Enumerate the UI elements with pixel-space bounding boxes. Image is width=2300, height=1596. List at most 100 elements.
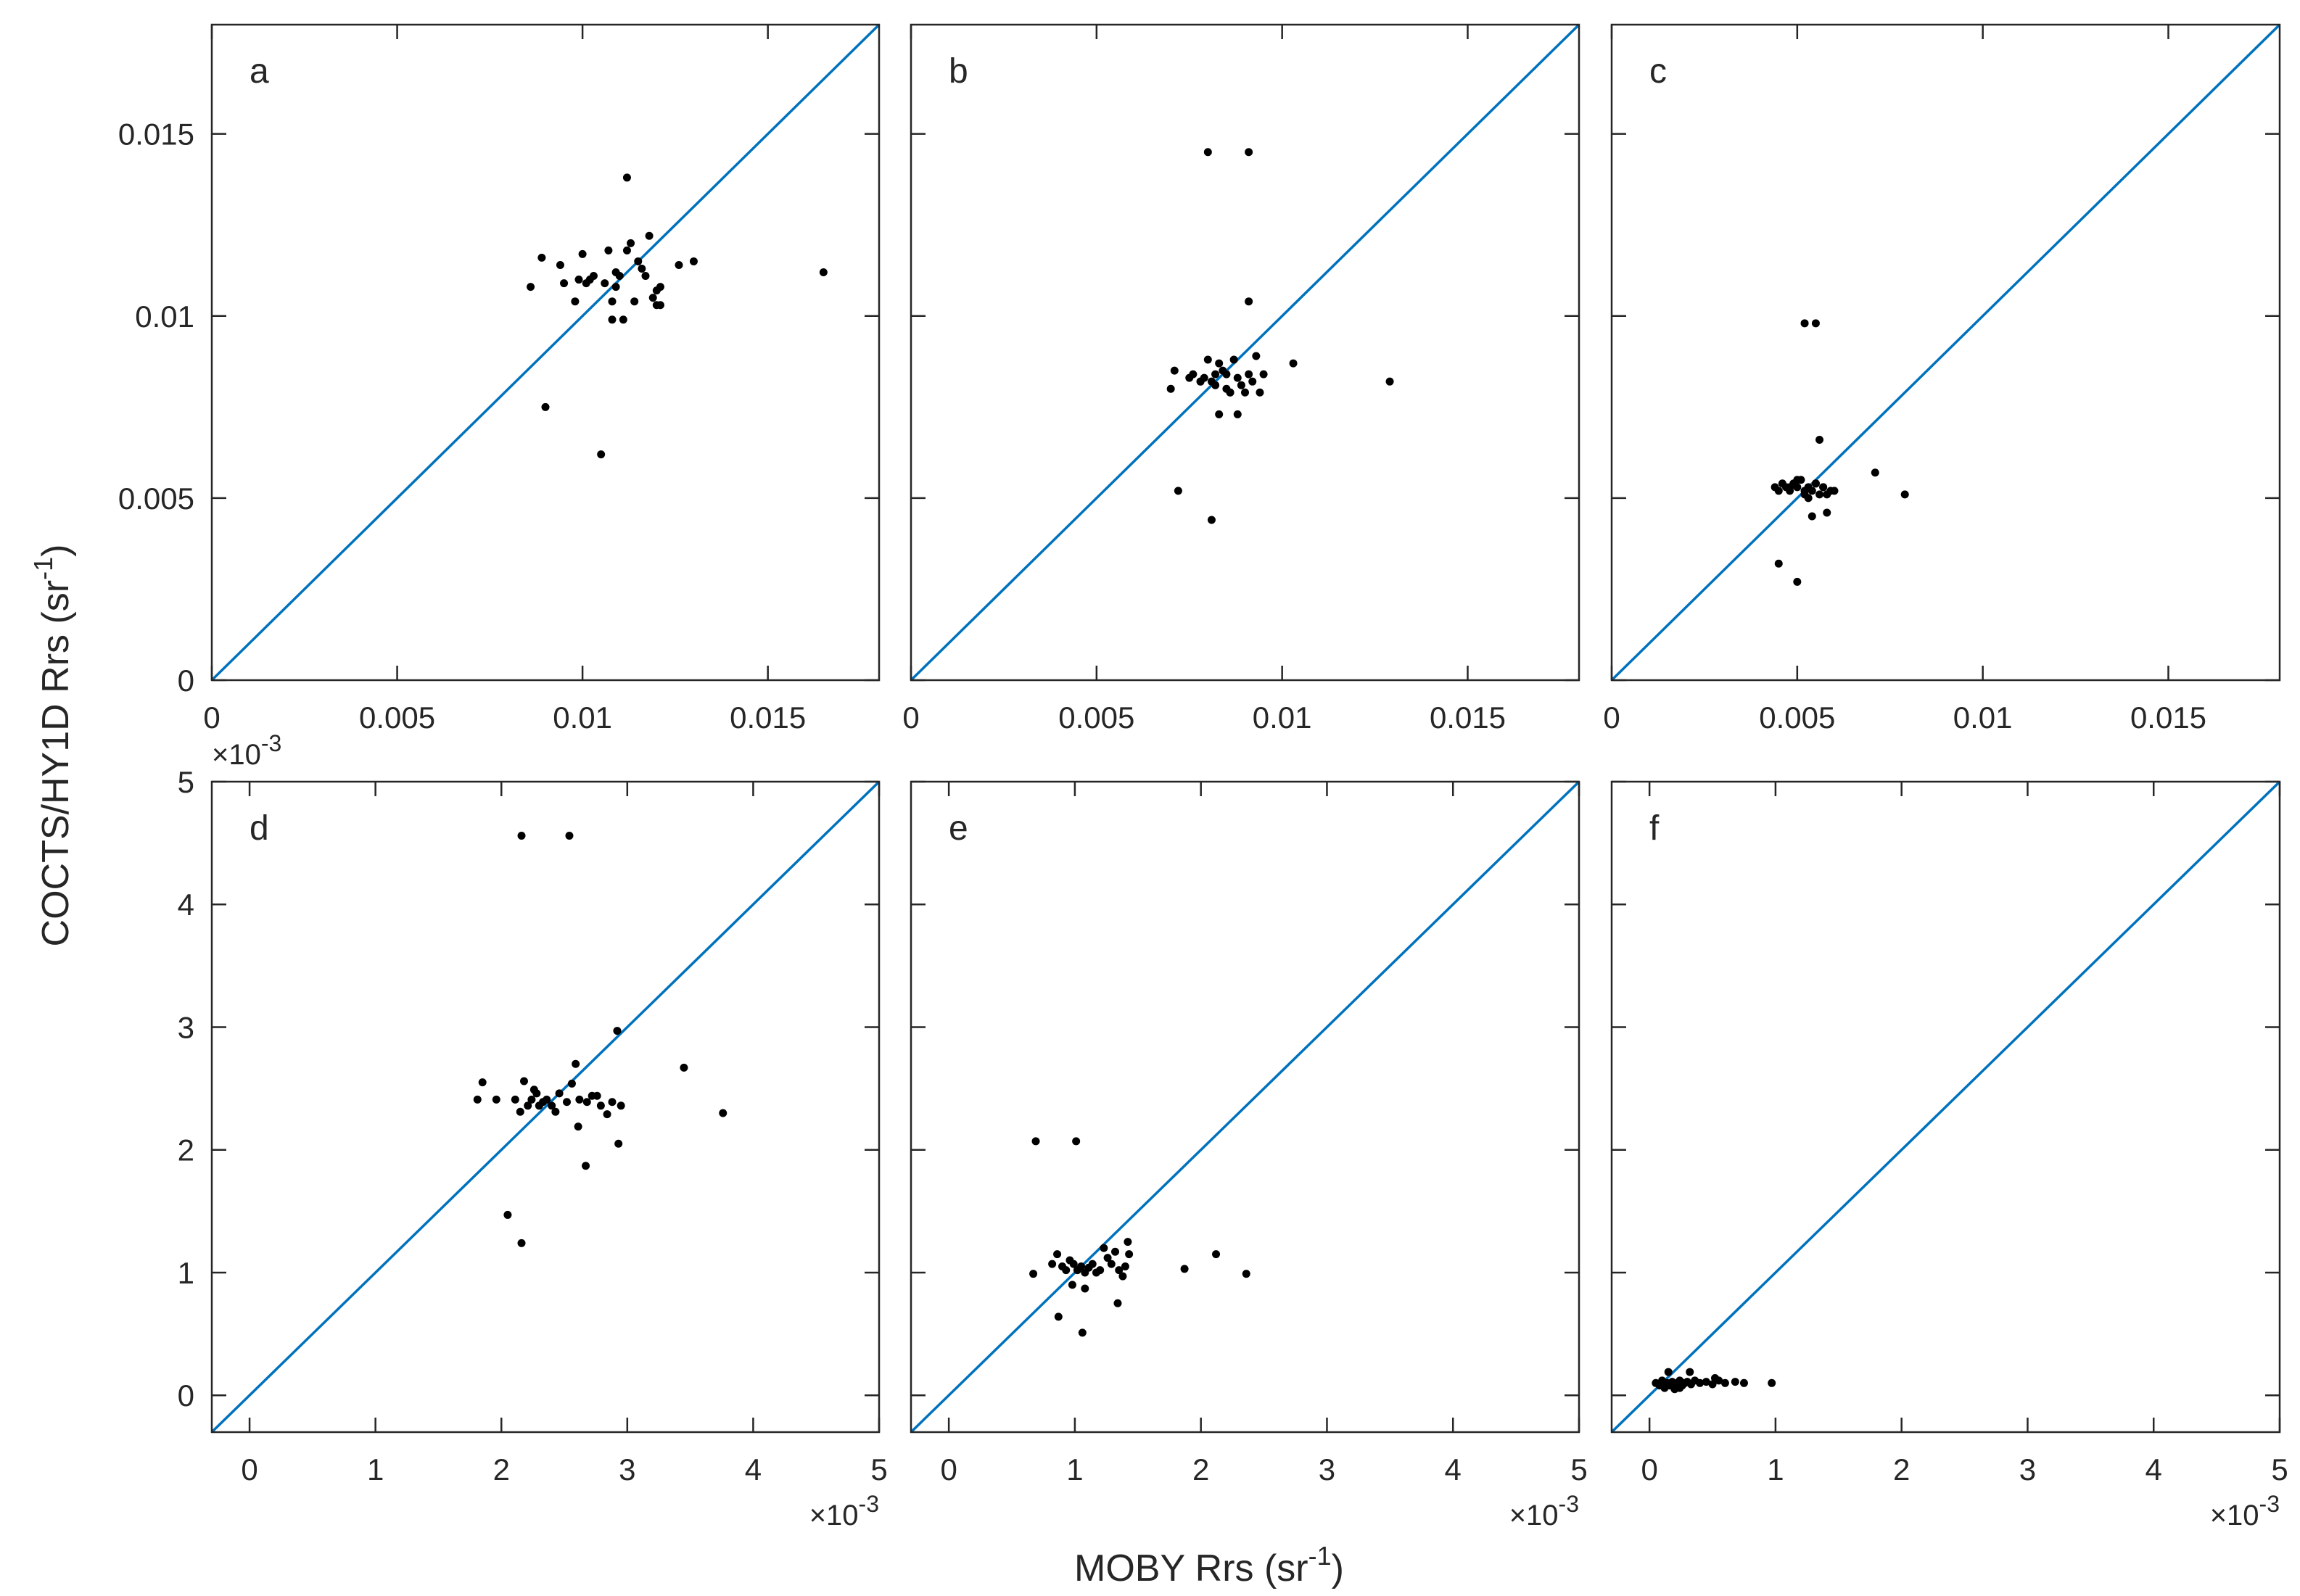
data-point <box>1170 366 1179 375</box>
data-point <box>492 1095 500 1104</box>
data-point <box>1229 355 1238 364</box>
axes-box-b <box>910 23 1580 682</box>
data-point <box>1804 494 1813 503</box>
x-tick-label: 3 <box>1319 1452 1335 1487</box>
x-axis-multiplier-d: ×10-3 <box>809 1491 879 1531</box>
data-point <box>1215 410 1224 418</box>
data-point <box>627 239 635 247</box>
data-point <box>622 173 631 182</box>
axes-box-e <box>910 780 1580 1434</box>
x-tick-label: 2 <box>1192 1452 1209 1487</box>
data-point <box>1702 1378 1710 1386</box>
panel-c: 0 0.005 0.01 0.015 c <box>1603 23 2281 735</box>
x-tick-label: 0.015 <box>1430 700 1506 735</box>
data-point <box>578 249 587 258</box>
data-point <box>572 1059 580 1068</box>
x-axis-multiplier-e: ×10-3 <box>1509 1491 1579 1531</box>
data-point <box>1103 1254 1112 1262</box>
data-point <box>675 260 683 269</box>
data-point <box>819 268 828 277</box>
data-point <box>567 1079 576 1088</box>
data-point <box>1078 1328 1087 1337</box>
x-tick-label: 4 <box>2146 1452 2162 1487</box>
data-point <box>608 297 617 306</box>
panel-label-b: b <box>949 52 968 91</box>
data-point <box>537 253 546 262</box>
data-point <box>1256 388 1264 397</box>
data-point <box>1259 370 1268 379</box>
y-tick-label: 5 <box>178 765 194 799</box>
data-point <box>630 297 639 306</box>
axes-box-f <box>1610 780 2281 1434</box>
data-point <box>1053 1250 1062 1259</box>
data-point <box>1054 1312 1063 1321</box>
data-point <box>1115 1266 1124 1275</box>
data-point <box>622 246 631 255</box>
axes-box-c <box>1610 23 2281 682</box>
data-point <box>1121 1262 1129 1271</box>
data-point <box>1710 1374 1719 1383</box>
x-tick-label: 0.01 <box>1953 700 2013 735</box>
data-point <box>519 1077 528 1086</box>
data-point <box>597 450 606 459</box>
data-point <box>532 1089 541 1098</box>
data-point <box>608 315 617 324</box>
x-tick-label: 1 <box>367 1452 384 1487</box>
data-point <box>1800 487 1809 495</box>
x-tick-label: 0.015 <box>2130 700 2206 735</box>
data-point <box>1731 1378 1739 1386</box>
data-point <box>1808 487 1816 495</box>
x-tick-label: 0.01 <box>553 700 612 735</box>
y-tick-label: 0 <box>178 663 194 698</box>
data-point <box>517 1239 526 1247</box>
data-point <box>1708 1380 1717 1389</box>
data-point <box>473 1095 482 1104</box>
data-point <box>1815 490 1824 499</box>
reference-line-e <box>911 782 1579 1432</box>
data-point <box>1222 370 1231 379</box>
x-tick-label: 0 <box>940 1452 957 1487</box>
x-tick-label: 4 <box>745 1452 762 1487</box>
y-tick-label: 0 <box>178 1378 194 1413</box>
data-point <box>556 260 564 269</box>
panel-d: 0 1 2 3 4 5 0 1 2 3 4 5 d ×10-3 ×10-3 <box>178 730 888 1531</box>
x-tick-label: 0.005 <box>359 700 435 735</box>
data-point <box>634 257 643 265</box>
x-tick-label: 0 <box>241 1452 257 1487</box>
panel-a: 0 0.005 0.01 0.015 0 0.005 0.01 0.015 a <box>118 23 881 735</box>
data-point <box>1793 476 1802 484</box>
data-point <box>1800 319 1809 328</box>
data-point <box>1385 377 1394 386</box>
data-point <box>1174 487 1182 495</box>
data-point <box>551 1107 560 1116</box>
data-point <box>1077 1262 1086 1271</box>
y-tick-label: 2 <box>178 1133 194 1167</box>
data-point <box>1793 577 1802 586</box>
data-point <box>1245 148 1253 157</box>
data-point <box>611 283 620 292</box>
data-point <box>1096 1266 1105 1275</box>
reference-line-d <box>212 782 879 1432</box>
data-point <box>1069 1260 1078 1268</box>
data-point <box>1111 1247 1120 1256</box>
y-tick-label: 0.01 <box>135 299 194 334</box>
data-point <box>571 297 580 306</box>
y-tick-label: 4 <box>178 888 194 922</box>
data-point <box>601 279 609 288</box>
panel-label-a: a <box>250 52 269 91</box>
data-point <box>541 402 550 411</box>
data-point <box>1819 483 1828 492</box>
data-point <box>1815 436 1824 445</box>
data-point <box>1100 1244 1108 1252</box>
data-point <box>1207 516 1216 524</box>
data-point <box>527 1095 536 1104</box>
x-tick-label: 5 <box>870 1452 887 1487</box>
panel-label-f: f <box>1649 809 1660 848</box>
data-point <box>524 1101 532 1110</box>
data-point <box>1808 512 1816 521</box>
data-point <box>603 1110 611 1119</box>
data-point <box>478 1078 487 1087</box>
panel-label-e: e <box>949 809 968 848</box>
data-point <box>1062 1266 1071 1275</box>
